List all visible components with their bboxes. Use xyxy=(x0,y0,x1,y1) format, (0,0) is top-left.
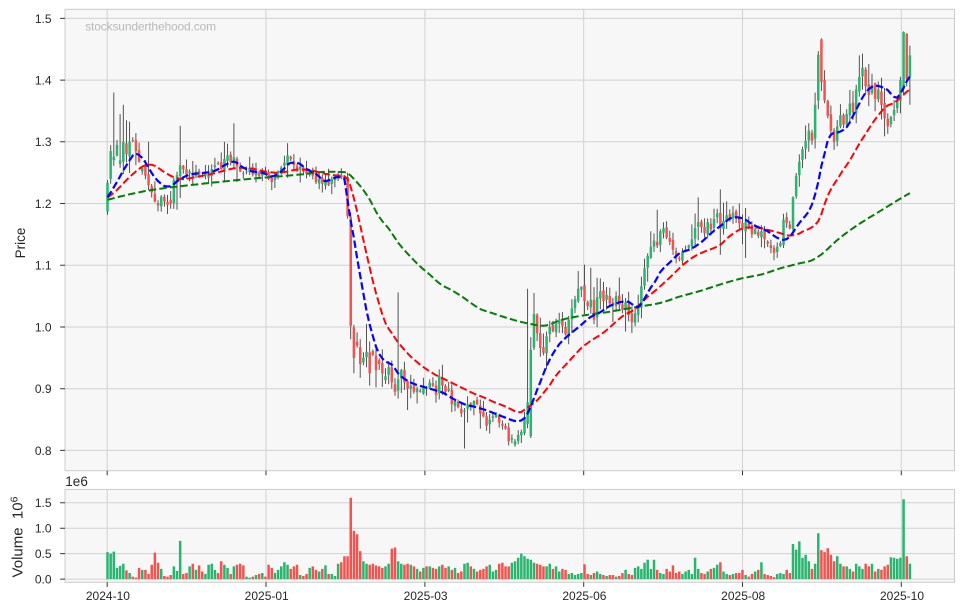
svg-text:1.5: 1.5 xyxy=(35,12,52,26)
svg-text:0.0: 0.0 xyxy=(35,573,52,587)
svg-text:1.5: 1.5 xyxy=(35,496,52,510)
svg-text:1.0: 1.0 xyxy=(35,320,52,334)
svg-text:2025-06: 2025-06 xyxy=(562,589,606,603)
svg-text:1e6: 1e6 xyxy=(65,474,88,489)
svg-text:2025-01: 2025-01 xyxy=(245,589,289,603)
svg-text:0.9: 0.9 xyxy=(35,382,52,396)
svg-text:1.2: 1.2 xyxy=(35,197,52,211)
svg-text:0.8: 0.8 xyxy=(35,444,52,458)
svg-text:1.0: 1.0 xyxy=(35,522,52,536)
svg-text:2025-03: 2025-03 xyxy=(404,589,448,603)
svg-text:stocksunderthehood.com: stocksunderthehood.com xyxy=(85,20,216,34)
svg-text:0.5: 0.5 xyxy=(35,547,52,561)
svg-text:2025-08: 2025-08 xyxy=(721,589,765,603)
svg-text:1.4: 1.4 xyxy=(35,74,52,88)
svg-text:2025-10: 2025-10 xyxy=(880,589,924,603)
svg-text:Volume 106: Volume 106 xyxy=(8,496,26,577)
svg-text:Price: Price xyxy=(13,228,28,259)
svg-text:1.1: 1.1 xyxy=(35,259,52,273)
svg-text:2024-10: 2024-10 xyxy=(86,589,130,603)
svg-text:1.3: 1.3 xyxy=(35,135,52,149)
